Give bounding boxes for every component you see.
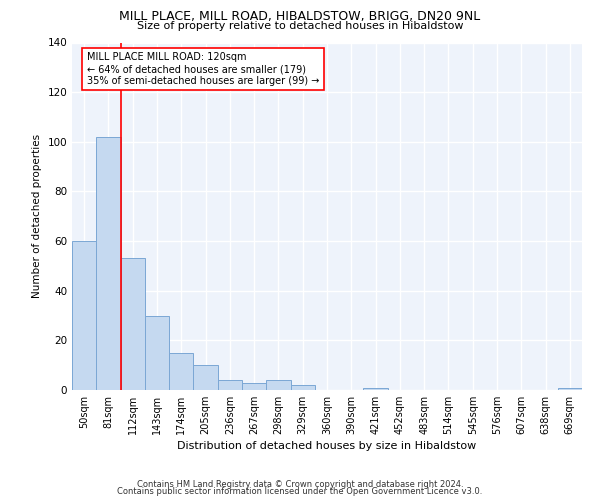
Bar [266,380,290,390]
Y-axis label: Number of detached properties: Number of detached properties [32,134,42,298]
Bar [290,385,315,390]
Text: Size of property relative to detached houses in Hibaldstow: Size of property relative to detached ho… [137,21,463,31]
X-axis label: Distribution of detached houses by size in Hibaldstow: Distribution of detached houses by size … [178,441,476,451]
Text: MILL PLACE, MILL ROAD, HIBALDSTOW, BRIGG, DN20 9NL: MILL PLACE, MILL ROAD, HIBALDSTOW, BRIGG… [119,10,481,23]
Bar [72,241,96,390]
Bar [121,258,145,390]
Bar [364,388,388,390]
Bar [218,380,242,390]
Bar [169,353,193,390]
Bar [145,316,169,390]
Bar [242,382,266,390]
Bar [193,365,218,390]
Text: MILL PLACE MILL ROAD: 120sqm
← 64% of detached houses are smaller (179)
35% of s: MILL PLACE MILL ROAD: 120sqm ← 64% of de… [86,52,319,86]
Text: Contains public sector information licensed under the Open Government Licence v3: Contains public sector information licen… [118,488,482,496]
Bar [96,137,121,390]
Bar [558,388,582,390]
Text: Contains HM Land Registry data © Crown copyright and database right 2024.: Contains HM Land Registry data © Crown c… [137,480,463,489]
